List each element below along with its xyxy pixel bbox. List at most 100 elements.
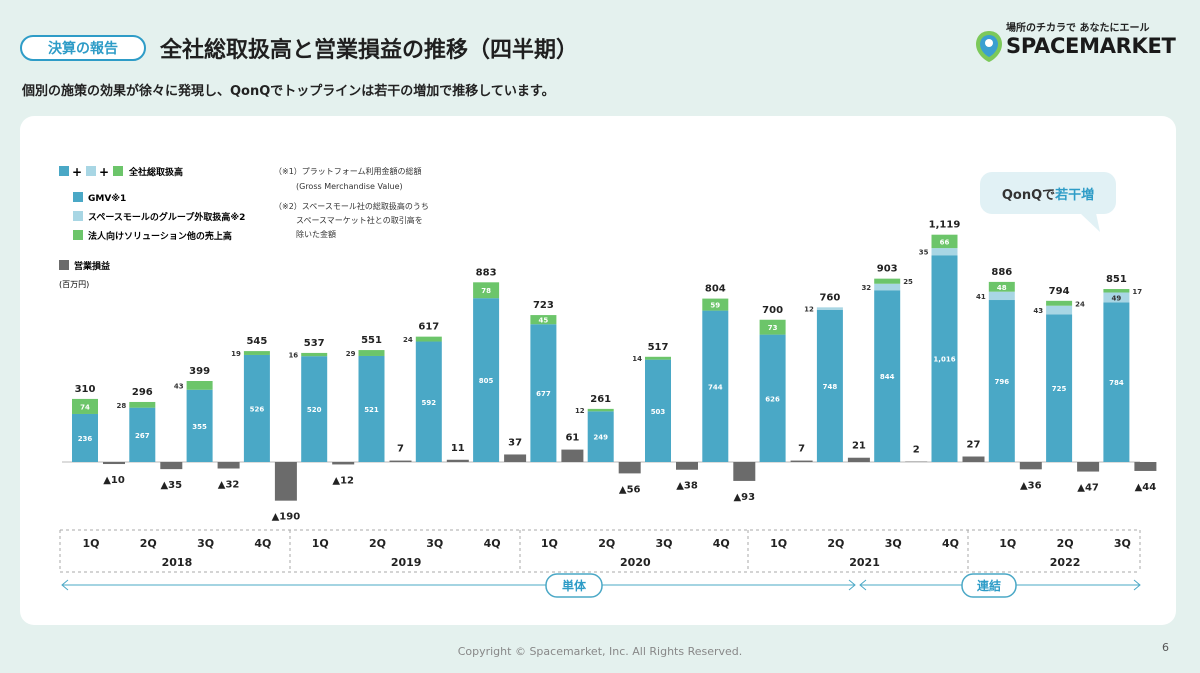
- corporate-value-label: 24: [1075, 300, 1085, 308]
- legend-external-swatch-small: [86, 166, 96, 176]
- op-value-label: 27: [967, 440, 981, 451]
- total-value-label: 261: [590, 394, 611, 405]
- quarter-tick-label: 2Q: [369, 537, 386, 550]
- gmv-value-label: 355: [192, 423, 207, 431]
- gmv-value-label: 784: [1109, 379, 1124, 387]
- corporate-bar: [1046, 300, 1073, 306]
- gmv-bar: [587, 411, 614, 462]
- corporate-value-label: 28: [117, 402, 127, 410]
- spacemarket-logo-icon: [976, 31, 1002, 62]
- total-value-label: 551: [361, 335, 382, 346]
- era-consolidated-arrow-left: [859, 579, 867, 591]
- quarter-tick-label: 3Q: [1114, 537, 1131, 550]
- legend-total-label: 全社総取扱高: [128, 166, 183, 178]
- op-value-label: 7: [397, 444, 404, 455]
- callout-pointer: [1080, 213, 1100, 232]
- total-value-label: 883: [476, 267, 497, 278]
- gmv-value-label: 1,016: [933, 356, 955, 364]
- corporate-value-label: 29: [346, 350, 356, 358]
- legend-corporate-swatch: [73, 230, 83, 240]
- op-bar: [504, 454, 527, 462]
- op-value-label: ▲44: [1135, 482, 1157, 493]
- gmv-bar: [931, 255, 958, 462]
- corporate-value-label: 17: [1132, 288, 1142, 296]
- op-bar: [332, 462, 355, 465]
- quarter-tick-label: 4Q: [254, 537, 271, 550]
- gmv-bar: [1046, 314, 1073, 462]
- quarter-tick-label: 4Q: [942, 537, 959, 550]
- gmv-bar: [301, 356, 328, 462]
- quarter-tick-label: 1Q: [770, 537, 787, 550]
- copyright: Copyright © Spacemarket, Inc. All Rights…: [457, 645, 743, 658]
- corporate-bar: [72, 398, 98, 414]
- quarter-tick-label: 3Q: [885, 537, 902, 550]
- year-label: 2019: [391, 556, 422, 569]
- corporate-value-label: 19: [231, 350, 241, 358]
- note2-line2: スペースマーケット社との取引高を: [296, 215, 423, 225]
- total-value-label: 804: [705, 284, 726, 295]
- era-single-pill: [545, 573, 603, 598]
- corporate-bar: [129, 401, 156, 408]
- quarter-tick-label: 4Q: [484, 537, 501, 550]
- gmv-value-label: 748: [823, 383, 838, 391]
- era-single-arrow-left: [61, 579, 69, 591]
- page-number: 6: [1162, 641, 1169, 654]
- total-value-label: 545: [246, 336, 267, 347]
- logo-tagline: 場所のチカラで あなたにエール: [1006, 23, 1150, 34]
- legend-op-swatch: [59, 260, 69, 270]
- gmv-value-label: 626: [765, 395, 780, 403]
- total-value-label: 296: [132, 387, 153, 398]
- era-consolidated-label: 連結: [977, 578, 1001, 593]
- year-label: 2022: [1050, 556, 1081, 569]
- era-indicators: 単体 連結: [61, 573, 1141, 598]
- external-value-label: 35: [919, 249, 929, 257]
- callout-box: [980, 172, 1116, 214]
- bars-layer: 236 74 310 ▲10 267 28 296 ▲35 355 43 399 ▲32 526 19 54…: [72, 220, 1157, 523]
- corporate-bar: [988, 281, 1015, 292]
- gmv-value-label: 844: [880, 373, 895, 381]
- gmv-bar: [186, 389, 213, 462]
- quarter-tick-label: 1Q: [999, 537, 1016, 550]
- corporate-bar: [702, 298, 729, 311]
- op-bar: [446, 459, 469, 462]
- legend-gmv-swatch-small: [59, 166, 69, 176]
- note1-line1: （※1）プラットフォーム利用金額の総額: [274, 166, 422, 176]
- op-value-label: ▲32: [218, 480, 240, 491]
- gmv-value-label: 677: [536, 390, 551, 398]
- op-value-label: ▲10: [103, 475, 125, 486]
- op-bar: [618, 462, 641, 474]
- quarter-tick-label: 3Q: [197, 537, 214, 550]
- callout-prefix: QonQで: [1002, 188, 1055, 203]
- gmv-value-label: 592: [421, 399, 436, 407]
- total-value-label: 851: [1106, 274, 1127, 285]
- corporate-bar: [759, 319, 786, 335]
- quarter-tick-label: 1Q: [82, 537, 99, 550]
- external-bar: [1103, 292, 1130, 303]
- op-value-label: 37: [508, 437, 522, 448]
- op-bar: [389, 460, 412, 462]
- note1-line2: (Gross Merchandise Value): [296, 182, 403, 191]
- corporate-value-label: 12: [575, 407, 585, 415]
- note2-line1: （※2）スペースモール社の総取扱高のうち: [274, 201, 429, 211]
- op-bar: [790, 460, 813, 462]
- legend-op-label: 営業損益: [74, 260, 110, 272]
- year-label: 2018: [162, 556, 193, 569]
- gmv-bar: [988, 300, 1015, 462]
- gmv-bar: [358, 355, 385, 462]
- op-value-label: 7: [798, 444, 805, 455]
- quarter-tick-label: 4Q: [713, 537, 730, 550]
- quarter-tick-label: 3Q: [655, 537, 672, 550]
- op-bar: [1134, 462, 1157, 471]
- op-bar: [1019, 462, 1042, 470]
- gmv-bar: [816, 309, 843, 462]
- total-value-label: 1,119: [929, 220, 961, 231]
- callout-highlight: 若干増: [1054, 187, 1094, 203]
- legend-gmv-swatch: [73, 192, 83, 202]
- gmv-value-label: 249: [593, 434, 608, 442]
- op-bar: [217, 462, 240, 469]
- legend-external-label: スペースモールのグループ外取扱高※2: [88, 211, 245, 223]
- total-value-label: 617: [418, 322, 439, 333]
- quarter-tick-label: 2Q: [140, 537, 157, 550]
- op-value-label: ▲93: [733, 492, 755, 503]
- gmv-bar: [645, 359, 671, 462]
